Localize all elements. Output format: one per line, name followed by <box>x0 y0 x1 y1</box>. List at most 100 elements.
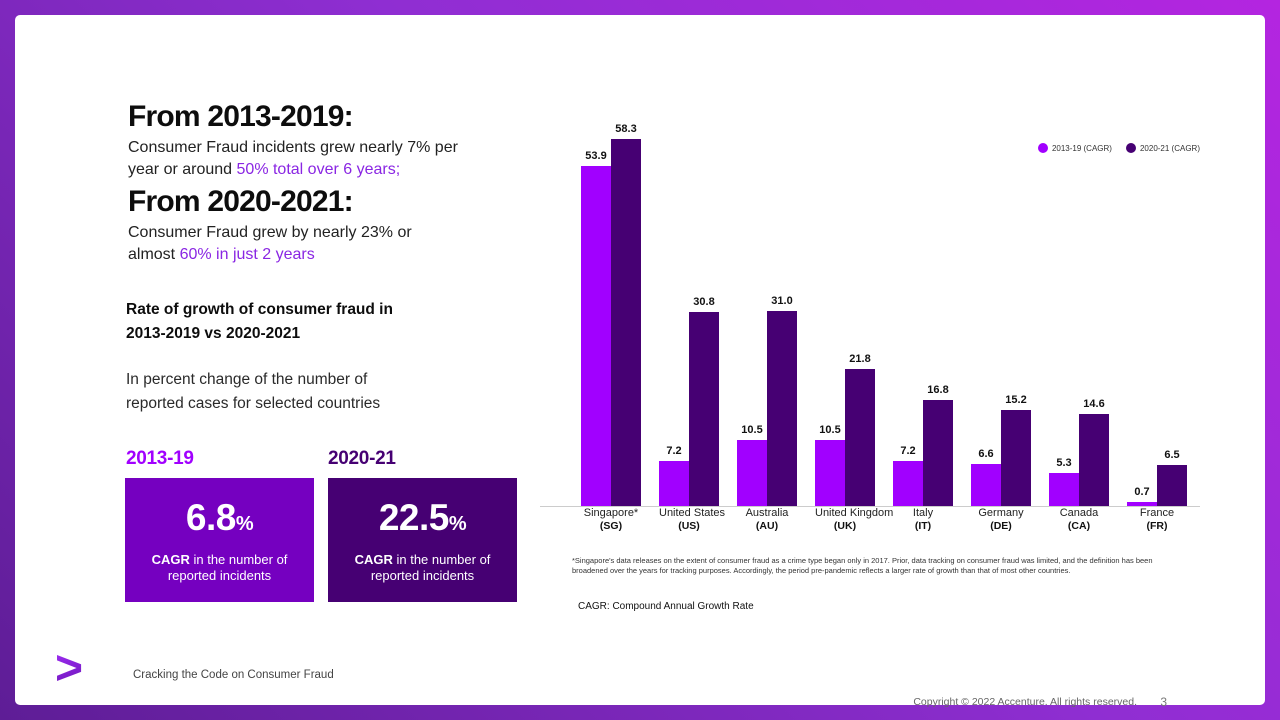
category-code: (AU) <box>755 520 779 532</box>
bar-group-ca: 5.3 14.6 <box>1049 128 1109 506</box>
stat-card-period-2020-21: 2020-21 <box>328 448 396 469</box>
legend-item-2020-21: 2020-21 (CAGR) <box>1125 143 1200 153</box>
bar-value-label: 7.2 <box>900 445 916 457</box>
category-label: Germany (DE) <box>971 507 1031 532</box>
bar-2020-21 <box>611 139 641 506</box>
copyright-text: Copyright © 2022 Accenture. All rights r… <box>913 696 1137 708</box>
stat-value: 6.8% <box>185 497 254 544</box>
bar-group-au: 10.5 31.0 <box>737 128 797 506</box>
bar-value-label: 6.5 <box>1164 449 1180 461</box>
category-label: Italy (IT) <box>893 507 953 532</box>
chart-plot: 53.9 58.3 7.2 30.8 10.5 31.0 10.5 21.8 7.2 16.8 6.… <box>540 123 1200 507</box>
bar-2020-21 <box>767 311 797 506</box>
bar-chart: 2013-19 (CAGR) 2020-21 (CAGR) 53.9 58.3 7.… <box>540 113 1200 532</box>
bar-value-label: 30.8 <box>693 296 715 308</box>
stat-value: 22.5% <box>378 497 467 544</box>
footer-report-title: Cracking the Code on Consumer Fraud <box>133 669 334 681</box>
stat-caption-bold: CAGR <box>151 552 190 567</box>
bar-group-fr: 0.7 6.5 <box>1127 128 1187 506</box>
stat-card-2020-21: 22.5% CAGR in the number of reported inc… <box>328 478 517 602</box>
legend-label-2013-19: 2013-19 (CAGR) <box>1051 143 1112 153</box>
bar-2020-21 <box>923 400 953 506</box>
bar-2013-19 <box>815 440 845 506</box>
chart-legend: 2013-19 (CAGR) 2020-21 (CAGR) <box>1037 143 1200 153</box>
bar-group-sg: 53.9 58.3 <box>581 123 641 506</box>
accenture-logo-icon: > <box>55 642 84 695</box>
category-label: United States (US) <box>659 507 726 532</box>
bar-value-label: 21.8 <box>849 353 871 365</box>
chart-category-axis: Singapore* (SG) United States (US) Australia… <box>540 507 1200 532</box>
slide: From 2013-2019: Consumer Fraud incidents… <box>15 15 1265 709</box>
category-code: (UK) <box>833 520 857 532</box>
category-code: (IT) <box>914 520 932 532</box>
bar-2013-19 <box>1127 502 1157 506</box>
category-name: Singapore* <box>583 507 639 519</box>
bar-value-label: 15.2 <box>1005 394 1027 406</box>
bar-2020-21 <box>689 312 719 506</box>
bar-2020-21 <box>1001 410 1031 506</box>
bar-2020-21 <box>845 369 875 506</box>
bar-value-label: 14.6 <box>1083 398 1105 410</box>
paragraph-2013-2019: Consumer Fraud incidents grew nearly 7% … <box>128 137 463 181</box>
category-name: France <box>1139 507 1175 519</box>
paragraph-2013-2019-text: Consumer Fraud incidents grew nearly 7% … <box>128 139 458 178</box>
category-label: Singapore* (SG) <box>581 507 641 532</box>
category-code: (US) <box>678 520 700 532</box>
category-name: Italy <box>912 507 934 519</box>
paragraph-2020-2021-highlight: 60% in just 2 years <box>179 246 315 263</box>
bar-group-it: 7.2 16.8 <box>893 128 953 506</box>
bar-group-de: 6.6 15.2 <box>971 128 1031 506</box>
bar-value-label: 0.7 <box>1134 486 1150 498</box>
category-label: France (FR) <box>1127 507 1187 532</box>
category-name: United States <box>659 507 726 519</box>
bar-group-uk: 10.5 21.8 <box>815 128 875 506</box>
legend-label-2020-21: 2020-21 (CAGR) <box>1139 143 1200 153</box>
stat-caption-bold: CAGR <box>354 552 393 567</box>
category-label: Australia (AU) <box>737 507 797 532</box>
bar-2013-19 <box>581 166 611 506</box>
stat-caption: CAGR in the number of reported incidents <box>140 552 300 584</box>
bar-value-label: 58.3 <box>615 123 637 135</box>
stat-value-unit: % <box>235 513 254 535</box>
bar-2013-19 <box>737 440 767 506</box>
chart-footnote: *Singapore's data releases on the extent… <box>572 556 1153 575</box>
bar-value-label: 16.8 <box>927 384 949 396</box>
bar-2013-19 <box>893 461 923 506</box>
bar-value-label: 31.0 <box>771 295 793 307</box>
category-name: Canada <box>1059 507 1099 519</box>
bar-value-label: 10.5 <box>741 424 763 436</box>
category-code: (FR) <box>1146 520 1168 532</box>
stat-value-number: 22.5 <box>378 497 450 538</box>
bar-value-label: 10.5 <box>819 424 841 436</box>
stat-caption: CAGR in the number of reported incidents <box>343 552 503 584</box>
stat-card-period-2013-19: 2013-19 <box>126 448 194 469</box>
stat-value-number: 6.8 <box>185 497 236 538</box>
chart-description: In percent change of the number of repor… <box>126 371 381 412</box>
bar-2013-19 <box>1049 473 1079 506</box>
stat-card-2013-19: 6.8% CAGR in the number of reported inci… <box>125 478 314 602</box>
category-name: United Kingdom <box>815 507 894 519</box>
category-code: (SG) <box>599 520 623 532</box>
paragraph-2020-2021-text: Consumer Fraud grew by nearly 23% or alm… <box>128 224 412 263</box>
bar-2020-21 <box>1157 465 1187 506</box>
legend-item-2013-19: 2013-19 (CAGR) <box>1037 143 1112 153</box>
bar-2020-21 <box>1079 414 1109 506</box>
bar-2013-19 <box>659 461 689 506</box>
stat-value-unit: % <box>448 513 467 535</box>
category-name: Australia <box>745 507 789 519</box>
stat-caption-rest: in the number of reported incidents <box>370 552 491 583</box>
category-label: Canada (CA) <box>1049 507 1109 532</box>
heading-2020-2021: From 2020-2021: <box>128 185 354 218</box>
legend-dot-2013-19 <box>1037 143 1048 153</box>
stat-caption-rest: in the number of reported incidents <box>167 552 288 583</box>
legend-dot-2020-21 <box>1125 143 1136 153</box>
bar-value-label: 5.3 <box>1056 457 1072 469</box>
page-number: 3 <box>1160 695 1167 709</box>
category-label: United Kingdom (UK) <box>815 507 894 532</box>
bar-value-label: 53.9 <box>585 150 607 162</box>
cagr-definition-note: CAGR: Compound Annual Growth Rate <box>578 601 754 612</box>
category-code: (CA) <box>1067 520 1091 532</box>
bar-value-label: 6.6 <box>978 448 994 460</box>
category-code: (DE) <box>990 520 1012 532</box>
